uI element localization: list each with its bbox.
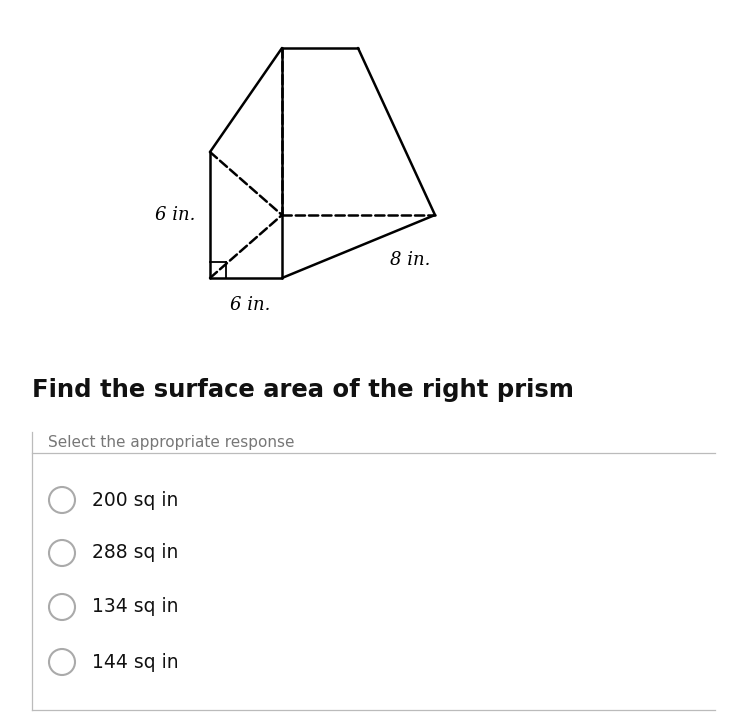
- Text: Find the surface area of the right prism: Find the surface area of the right prism: [32, 378, 574, 402]
- Text: 200 sq in: 200 sq in: [92, 490, 178, 510]
- Text: 288 sq in: 288 sq in: [92, 544, 178, 562]
- Text: Select the appropriate response: Select the appropriate response: [48, 436, 295, 451]
- Text: 144 sq in: 144 sq in: [92, 652, 178, 672]
- Text: 6 in.: 6 in.: [230, 296, 270, 314]
- Text: 134 sq in: 134 sq in: [92, 598, 178, 616]
- Text: 8 in.: 8 in.: [390, 251, 430, 269]
- Text: 6 in.: 6 in.: [154, 206, 195, 224]
